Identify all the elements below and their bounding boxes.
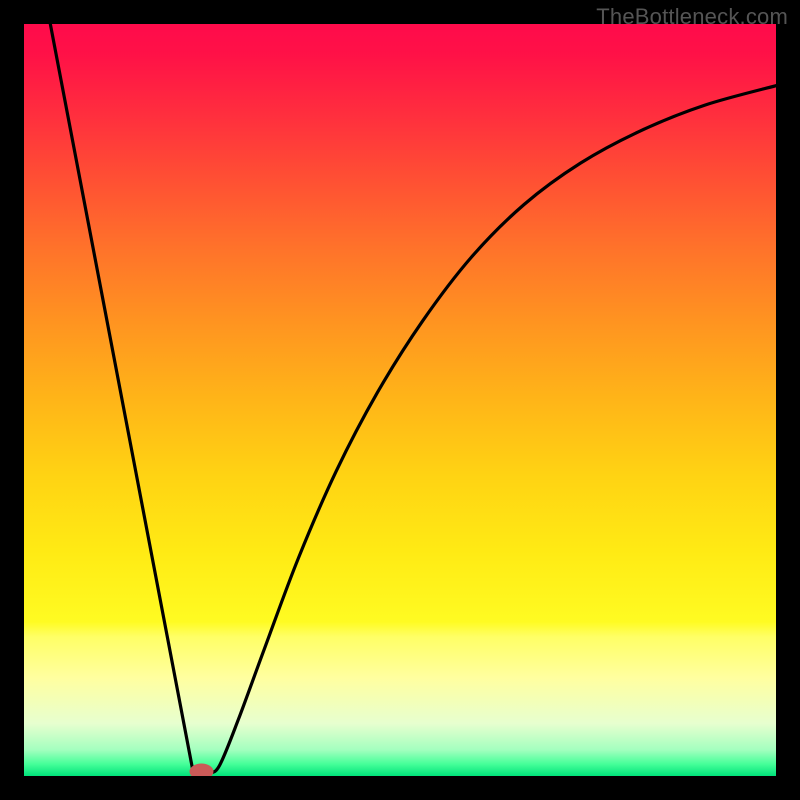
plot-background bbox=[24, 24, 776, 776]
minimum-marker bbox=[189, 763, 213, 779]
chart-canvas bbox=[0, 0, 800, 800]
watermark-text: TheBottleneck.com bbox=[596, 4, 788, 30]
